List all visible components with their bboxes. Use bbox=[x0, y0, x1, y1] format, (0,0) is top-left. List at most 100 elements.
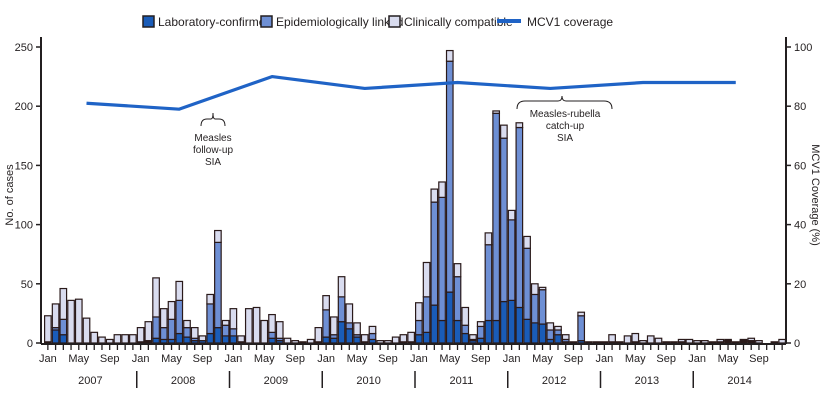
bar-segment-epidemiologically-linked bbox=[515, 126, 524, 309]
bar-segment-clinically-compatible bbox=[747, 337, 756, 342]
bar-segment-laboratory-confirmed bbox=[476, 337, 485, 344]
bar-segment-clinically-compatible bbox=[770, 341, 779, 344]
bar-segment-epidemiologically-linked bbox=[152, 316, 160, 339]
bar-segment-epidemiologically-linked bbox=[214, 241, 222, 329]
annotation-line: SIA bbox=[557, 133, 573, 144]
bar-segment-clinically-compatible bbox=[82, 317, 91, 344]
bar-segment-clinically-compatible bbox=[693, 340, 701, 344]
bar-segment-laboratory-confirmed bbox=[492, 319, 501, 344]
x-month-label: Sep bbox=[749, 353, 769, 365]
bar-segment-clinically-compatible bbox=[105, 338, 114, 344]
bar-segment-clinically-compatible bbox=[453, 263, 462, 278]
axes-group: 0 50 100 150 200 250 0 20 40 60 80 100 Jan May Sep Jan M… bbox=[15, 37, 812, 388]
y2-tick-label: 0 bbox=[794, 338, 800, 350]
bar-segment-epidemiologically-linked bbox=[422, 296, 431, 333]
y2-tick-label: 60 bbox=[794, 160, 806, 172]
bar-segment-clinically-compatible bbox=[283, 337, 292, 344]
bar-segment-epidemiologically-linked bbox=[484, 244, 493, 322]
bar-segment-epidemiologically-linked bbox=[445, 60, 454, 293]
annotation-line: catch-up bbox=[546, 121, 585, 132]
bar-segment-epidemiologically-linked bbox=[530, 293, 539, 324]
bar-segment-epidemiologically-linked bbox=[59, 318, 68, 336]
bar-segment-clinically-compatible bbox=[546, 322, 555, 331]
annotation-line: Measles-rubella bbox=[530, 109, 601, 120]
bar-segment-clinically-compatible bbox=[376, 340, 385, 344]
bar-segment-epidemiologically-linked bbox=[476, 325, 485, 339]
x-year-label: 2007 bbox=[78, 375, 102, 387]
bar-segment-laboratory-confirmed bbox=[152, 337, 160, 344]
x-month-label: May bbox=[718, 353, 739, 365]
bar-segment-clinically-compatible bbox=[221, 319, 230, 326]
bar-segment-clinically-compatible bbox=[461, 306, 470, 326]
bar-segment-clinically-compatible bbox=[113, 334, 122, 344]
bar-segment-laboratory-confirmed bbox=[51, 329, 60, 344]
y2-tick-label: 20 bbox=[794, 279, 806, 291]
legend-swatch-clinically-compatible bbox=[388, 15, 401, 28]
bar-segment-clinically-compatible bbox=[152, 277, 160, 318]
bar-segment-clinically-compatible bbox=[98, 336, 106, 344]
y-tick-label: 150 bbox=[15, 160, 33, 172]
bar-segment-clinically-compatible bbox=[515, 122, 524, 129]
bar-segment-clinically-compatible bbox=[121, 334, 130, 344]
bar-segment-laboratory-confirmed bbox=[268, 337, 276, 344]
bar-segment-epidemiologically-linked bbox=[453, 276, 462, 322]
bar-segment-clinically-compatible bbox=[677, 338, 686, 343]
bar-segment-clinically-compatible bbox=[167, 300, 176, 320]
bar-segment-laboratory-confirmed bbox=[538, 323, 547, 344]
x-year-label: 2014 bbox=[727, 375, 751, 387]
x-year-label: 2011 bbox=[450, 375, 474, 387]
bar-segment-epidemiologically-linked bbox=[438, 196, 446, 322]
bar-segment-laboratory-confirmed bbox=[445, 291, 454, 344]
bar-segment-clinically-compatible bbox=[183, 319, 191, 329]
bar-segment-epidemiologically-linked bbox=[175, 299, 184, 335]
bar-segment-clinically-compatible bbox=[739, 338, 748, 342]
annotation-catch-up-sia: Measles-rubella catch-up SIA bbox=[516, 95, 613, 144]
bar-segment-clinically-compatible bbox=[755, 340, 763, 344]
bar-segment-clinically-compatible bbox=[469, 334, 477, 341]
bar-segment-clinically-compatible bbox=[585, 341, 593, 344]
bar-segment-clinically-compatible bbox=[623, 335, 632, 344]
bar-segment-laboratory-confirmed bbox=[345, 328, 354, 344]
bar-segment-clinically-compatible bbox=[608, 334, 616, 343]
bar-segment-laboratory-confirmed bbox=[530, 322, 539, 344]
x-month-label: Jan bbox=[503, 353, 521, 365]
x-month-label: May bbox=[532, 353, 553, 365]
bar-segment-clinically-compatible bbox=[229, 308, 238, 330]
bar-segment-clinically-compatible bbox=[144, 321, 153, 342]
legend: Laboratory-confirmed Epidemiologically l… bbox=[142, 15, 613, 29]
bar-segment-clinically-compatible bbox=[237, 335, 245, 343]
x-month-label: Jan bbox=[224, 353, 242, 365]
x-month-label: Jan bbox=[410, 353, 428, 365]
bar-segment-clinically-compatible bbox=[129, 334, 137, 344]
bar-segment-clinically-compatible bbox=[561, 334, 570, 341]
bar-segment-clinically-compatible bbox=[407, 331, 415, 343]
x-year-label: 2010 bbox=[356, 375, 380, 387]
bar-segment-clinically-compatible bbox=[67, 299, 75, 344]
bar-segment-epidemiologically-linked bbox=[546, 329, 555, 341]
annotation-line: Measles bbox=[194, 133, 231, 144]
bar-segment-clinically-compatible bbox=[43, 315, 52, 343]
x-year-label: 2012 bbox=[542, 375, 566, 387]
x-month-label: May bbox=[161, 353, 182, 365]
legend-swatch-laboratory-confirmed bbox=[142, 15, 155, 28]
y-tick-label: 200 bbox=[15, 101, 33, 113]
bar-segment-clinically-compatible bbox=[592, 341, 601, 344]
y-tick-label: 100 bbox=[15, 220, 33, 232]
bar-segment-clinically-compatible bbox=[353, 322, 361, 336]
bar-segment-clinically-compatible bbox=[646, 335, 655, 344]
bar-segment-laboratory-confirmed bbox=[438, 319, 446, 344]
x-month-label: Sep bbox=[285, 353, 305, 365]
bar-segment-laboratory-confirmed bbox=[221, 335, 230, 344]
bar-segment-clinically-compatible bbox=[523, 235, 531, 249]
bar-segment-clinically-compatible bbox=[368, 325, 377, 335]
bar-segment-clinically-compatible bbox=[577, 311, 586, 317]
y-tick-label: 50 bbox=[21, 279, 33, 291]
bar-segment-clinically-compatible bbox=[299, 341, 307, 344]
bar-segment-epidemiologically-linked bbox=[337, 296, 346, 323]
bar-segment-clinically-compatible bbox=[716, 338, 725, 343]
legend-label-epidemiologically-linked: Epidemiologically linked bbox=[276, 15, 403, 29]
bar-segment-clinically-compatible bbox=[430, 188, 439, 203]
y2-axis-title: MCV1 Coverage (%) bbox=[809, 144, 821, 245]
bar-segment-clinically-compatible bbox=[90, 331, 99, 344]
bar-segment-epidemiologically-linked bbox=[368, 332, 377, 341]
